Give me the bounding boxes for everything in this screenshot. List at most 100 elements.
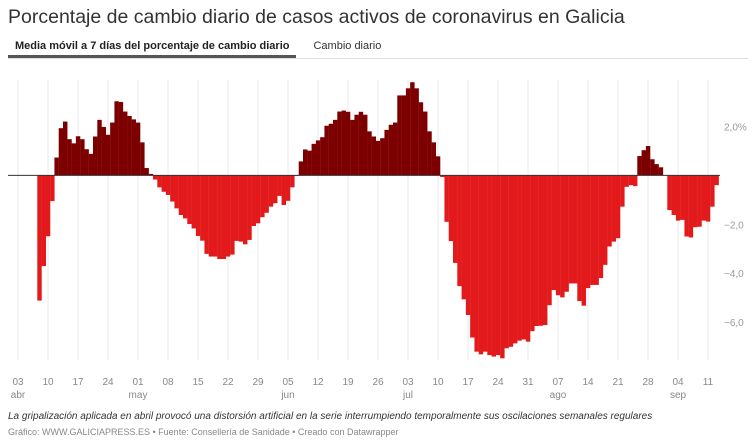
bar xyxy=(315,140,321,176)
x-tick-label: 14 xyxy=(582,377,594,388)
x-tick-label: 24 xyxy=(492,377,504,388)
bar xyxy=(710,175,715,207)
x-tick-label: 10 xyxy=(42,377,54,388)
bar xyxy=(598,175,604,279)
bar xyxy=(448,175,454,242)
x-tick-label: 15 xyxy=(192,377,204,388)
bar xyxy=(568,175,574,284)
bar xyxy=(513,175,518,344)
bar xyxy=(393,122,398,176)
bar xyxy=(530,175,535,332)
bar xyxy=(658,167,664,176)
x-tick-label: 31 xyxy=(522,377,534,388)
bar xyxy=(213,175,218,257)
bar xyxy=(375,140,381,176)
bar xyxy=(650,159,655,176)
bar xyxy=(84,149,89,176)
chart-credit: Gráfico: WWW.GALICIAPRESS.ES • Fuente: C… xyxy=(8,427,399,437)
bar xyxy=(67,139,72,176)
bar xyxy=(423,111,428,176)
chart-footer: La gripalización aplicada en abril provo… xyxy=(8,411,752,438)
x-tick-label: 03 xyxy=(12,377,24,388)
bar xyxy=(80,139,85,176)
bar xyxy=(161,175,167,192)
bar xyxy=(701,175,707,221)
bar xyxy=(431,142,437,176)
x-axis-labels: 03 abr 10 17 24 01 may 08 15 22 29 05 jun 12 19 26 03 jul… xyxy=(11,377,714,401)
bar xyxy=(487,175,492,356)
bar xyxy=(388,124,394,176)
bar xyxy=(140,142,145,176)
bar xyxy=(461,175,467,300)
x-tick-label: 01 xyxy=(132,377,144,388)
bar xyxy=(105,134,111,176)
bar xyxy=(187,175,192,225)
bar xyxy=(75,136,81,176)
bar xyxy=(705,175,711,222)
x-tick-label: 17 xyxy=(72,377,84,388)
bars xyxy=(37,82,719,359)
bar xyxy=(354,114,359,176)
bar xyxy=(135,122,141,176)
bar xyxy=(371,136,377,176)
x-month-label: abr xyxy=(11,390,26,401)
bar xyxy=(157,175,162,188)
y-axis-labels: 2,0% −2,0 −4,0 −6,0 xyxy=(724,122,747,329)
bar xyxy=(285,175,291,201)
x-tick-label: 22 xyxy=(222,377,234,388)
bar xyxy=(238,175,244,242)
bar xyxy=(478,175,484,355)
x-tick-label: 24 xyxy=(102,377,114,388)
bar xyxy=(247,175,252,240)
bar xyxy=(667,175,672,211)
bar xyxy=(495,175,501,356)
bar xyxy=(200,175,205,241)
y-tick-label: 2,0% xyxy=(724,122,747,133)
bar xyxy=(405,88,411,176)
chart-title: Porcentaje de cambio diario de casos act… xyxy=(8,6,625,28)
bar xyxy=(418,102,424,176)
bar xyxy=(525,175,531,342)
tab-moving-average[interactable]: Media móvil a 7 días del porcentaje de c… xyxy=(8,38,297,58)
x-tick-label: 26 xyxy=(372,377,384,388)
bar xyxy=(50,175,55,202)
bar xyxy=(58,128,64,176)
bar xyxy=(251,175,257,226)
bar xyxy=(345,111,351,176)
bar xyxy=(500,175,505,359)
bar xyxy=(273,175,278,204)
bar xyxy=(230,175,235,255)
x-tick-label: 28 xyxy=(642,377,654,388)
bar xyxy=(474,175,479,352)
bar xyxy=(440,175,445,178)
tab-bar: Media móvil a 7 días del porcentaje de c… xyxy=(8,38,748,59)
bar-chart: 2,0% −2,0 −4,0 −6,0 03 abr 10 17 24 01 may 08 15 22 2… xyxy=(8,80,747,401)
bar xyxy=(470,175,475,338)
gridlines xyxy=(17,80,709,360)
bar xyxy=(504,175,509,349)
bar xyxy=(607,175,612,247)
bar xyxy=(577,175,582,302)
bar xyxy=(615,175,621,239)
bar xyxy=(110,122,115,176)
bar xyxy=(101,126,107,176)
bar xyxy=(264,175,269,213)
bar xyxy=(298,161,304,176)
x-tick-label: 12 xyxy=(312,377,324,388)
tab-daily-change[interactable]: Cambio diario xyxy=(313,40,382,52)
bar xyxy=(268,175,274,207)
bar xyxy=(483,175,488,352)
bar xyxy=(410,82,415,176)
bar xyxy=(397,95,402,176)
bar xyxy=(277,175,282,196)
bar xyxy=(328,123,334,176)
x-tick-label: 08 xyxy=(162,377,174,388)
bar xyxy=(307,150,312,176)
bar xyxy=(118,102,124,176)
bar xyxy=(628,175,634,186)
bar xyxy=(255,175,261,224)
x-month-label: may xyxy=(129,390,148,401)
bar xyxy=(573,175,578,284)
bar xyxy=(401,95,407,176)
bar xyxy=(560,175,565,298)
